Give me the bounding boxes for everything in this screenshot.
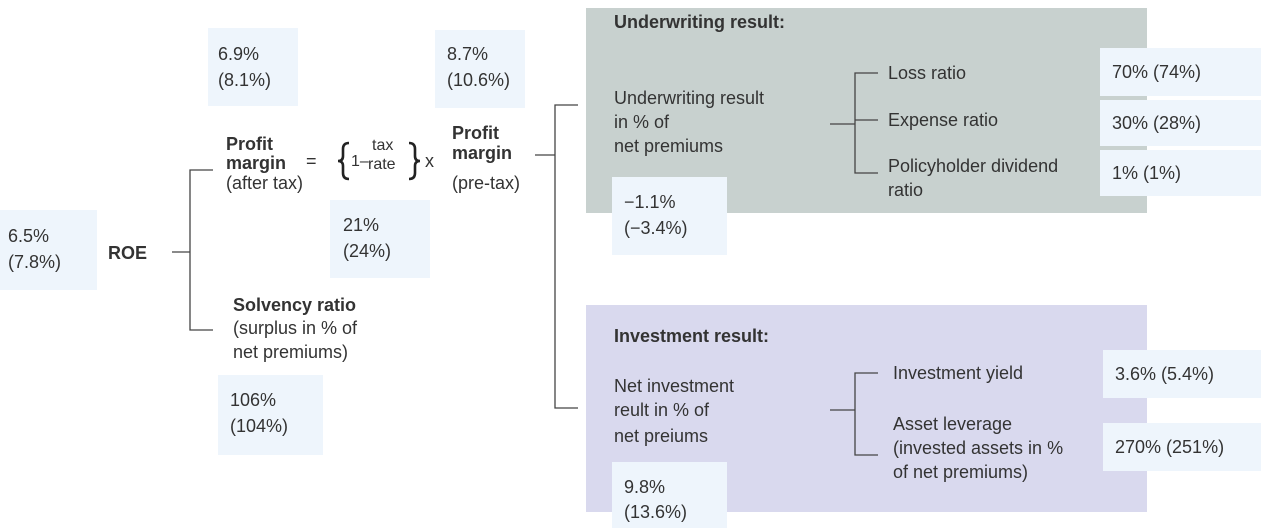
- label: margin: [226, 153, 287, 173]
- note: net premiums): [233, 342, 349, 362]
- label: ROE: [108, 243, 148, 263]
- value: 106%: [230, 390, 277, 410]
- label: net premiums: [614, 136, 724, 156]
- component-value: 70% (74%): [1112, 62, 1202, 82]
- value-box: [330, 200, 430, 278]
- label: margin: [452, 143, 513, 163]
- note: (after tax): [226, 173, 304, 193]
- bracket: [189, 169, 213, 331]
- label: net preiums: [614, 426, 709, 446]
- prior-value: (8.1%): [218, 70, 272, 90]
- bracket: [854, 372, 878, 456]
- value-box: [218, 375, 323, 455]
- prior-value: (10.6%): [447, 70, 511, 90]
- formula-term: rate: [368, 156, 396, 173]
- value-box: [435, 30, 525, 108]
- operator: =: [306, 151, 317, 171]
- component-label: Expense ratio: [888, 110, 999, 130]
- value-box: [1103, 350, 1261, 398]
- label: Profit: [452, 123, 499, 143]
- label: Solvency ratio: [233, 295, 357, 315]
- component-value: 3.6% (5.4%): [1115, 364, 1215, 384]
- value: 8.7%: [447, 44, 489, 64]
- panel-title: Underwriting result:: [614, 12, 786, 32]
- panel-title: Investment result:: [614, 326, 770, 346]
- value-box: [1103, 423, 1261, 471]
- value: 9.8%: [624, 477, 666, 497]
- component-label: (invested assets in %: [893, 438, 1064, 458]
- label: in % of: [614, 112, 670, 132]
- component-label: Investment yield: [893, 363, 1024, 383]
- value-box: [1100, 100, 1261, 146]
- brace: [408, 141, 421, 181]
- value-box: [0, 210, 97, 290]
- component-label: ratio: [888, 180, 924, 200]
- value-box: [612, 177, 727, 255]
- note: (pre-tax): [452, 173, 521, 193]
- label: Profit: [226, 134, 273, 154]
- label: Underwriting result: [614, 88, 765, 108]
- prior-value: (−3.4%): [624, 218, 688, 238]
- component-label: Asset leverage: [893, 414, 1013, 434]
- component-value: 30% (28%): [1112, 113, 1202, 133]
- value-box: [1100, 48, 1261, 96]
- value: 21%: [343, 215, 380, 235]
- component-value: 1% (1%): [1112, 163, 1182, 183]
- operator: x: [425, 151, 434, 171]
- formula-term: 1–: [351, 153, 369, 170]
- value-box: [612, 462, 727, 528]
- bracket: [854, 72, 878, 174]
- label: reult in % of: [614, 400, 710, 420]
- value: 6.9%: [218, 44, 260, 64]
- prior-value: (13.6%): [624, 502, 688, 522]
- prior-value: (104%): [230, 416, 289, 436]
- prior-value: (24%): [343, 241, 392, 261]
- value: −1.1%: [624, 192, 676, 212]
- value: 6.5%: [8, 226, 50, 246]
- note: (surplus in % of: [233, 318, 358, 338]
- value-box: [208, 28, 298, 106]
- component-value: 270% (251%): [1115, 437, 1225, 457]
- formula-term: tax: [372, 137, 394, 154]
- value-box: [1100, 150, 1261, 196]
- component-label: of net premiums): [893, 462, 1029, 482]
- component-label: Loss ratio: [888, 63, 967, 83]
- label: Net investment: [614, 376, 735, 396]
- prior-value: (7.8%): [8, 252, 62, 272]
- bracket: [554, 104, 578, 409]
- brace: [337, 141, 350, 181]
- component-label: Policyholder dividend: [888, 156, 1059, 176]
